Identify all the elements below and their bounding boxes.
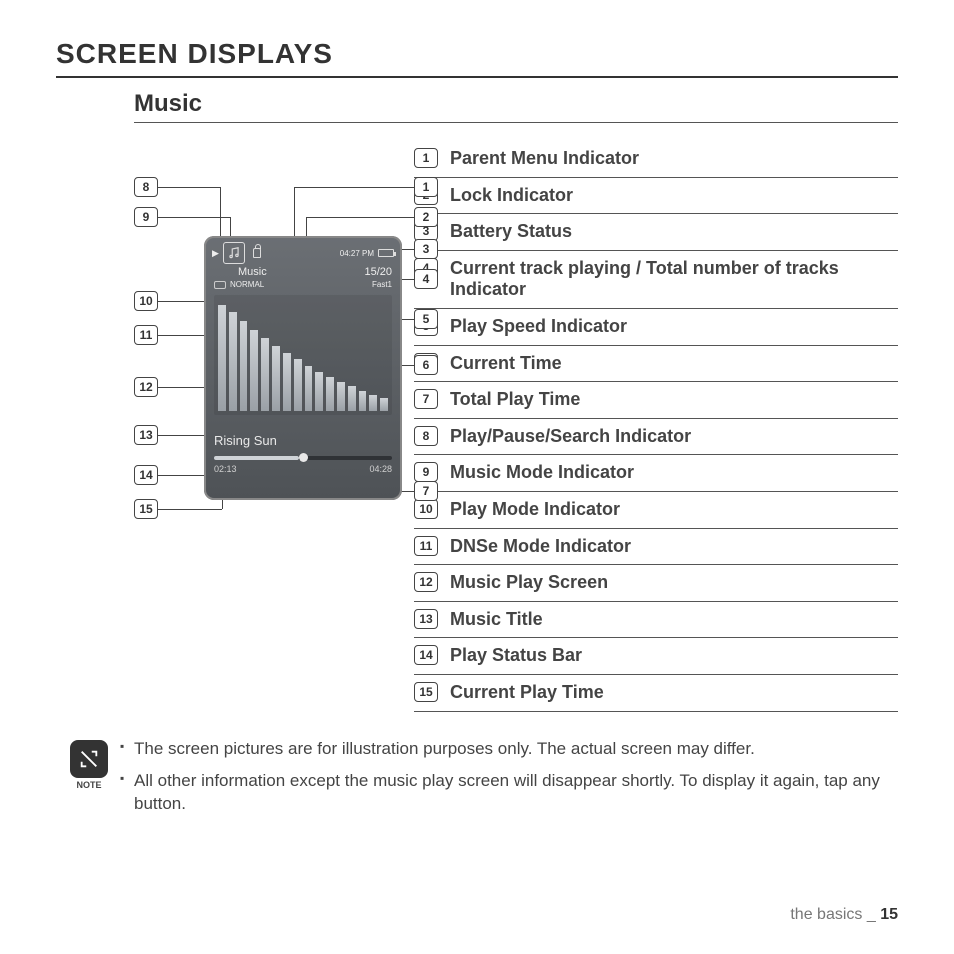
callout-3: 3 xyxy=(414,239,438,259)
callout-4: 4 xyxy=(414,269,438,289)
legend-row: 2Lock Indicator xyxy=(414,178,898,215)
device-mockup: ▶ 04:27 PM Music 15/20 NORMAL xyxy=(204,236,402,500)
content-row: 8 9 10 11 12 13 14 15 1 2 3 4 5 6 7 xyxy=(56,141,898,712)
device-section-label: Music xyxy=(238,266,267,278)
legend-text: Play Status Bar xyxy=(450,645,582,667)
callout-14: 14 xyxy=(134,465,158,485)
callout-6: 6 xyxy=(414,355,438,375)
legend-text: Current Play Time xyxy=(450,682,604,704)
device-elapsed-time: 02:13 xyxy=(214,464,237,474)
legend-row: 3Battery Status xyxy=(414,214,898,251)
music-note-icon xyxy=(223,242,245,264)
callout-11: 11 xyxy=(134,325,158,345)
legend-row: 7 Total Play Time xyxy=(414,382,898,419)
legend-row: 9 Music Mode Indicator xyxy=(414,455,898,492)
callout-12: 12 xyxy=(134,377,158,397)
footer-page-number: 15 xyxy=(880,906,898,923)
legend-list: 1Parent Menu Indicator2Lock Indicator3Ba… xyxy=(414,141,898,712)
note-label: NOTE xyxy=(70,780,108,790)
device-mode-text: NORMAL xyxy=(230,280,264,289)
section-sub-title: Music xyxy=(134,90,898,123)
play-indicator-icon: ▶ xyxy=(212,248,219,259)
note-text-list: The screen pictures are for illustration… xyxy=(120,738,898,827)
battery-icon xyxy=(378,249,394,257)
legend-row: 10 Play Mode Indicator xyxy=(414,492,898,529)
legend-text: Play/Pause/Search Indicator xyxy=(450,426,691,448)
note-icon xyxy=(70,740,108,778)
legend-text: Total Play Time xyxy=(450,389,580,411)
legend-number: 14 xyxy=(414,645,438,665)
callout-9: 9 xyxy=(134,207,158,227)
legend-number: 1 xyxy=(414,148,438,168)
callout-15: 15 xyxy=(134,499,158,519)
legend-text: Play Mode Indicator xyxy=(450,499,620,521)
legend-text: Music Play Screen xyxy=(450,572,608,594)
legend-row: 15 Current Play Time xyxy=(414,675,898,712)
legend-text: Parent Menu Indicator xyxy=(450,148,639,170)
legend-text: Music Mode Indicator xyxy=(450,462,634,484)
lock-icon xyxy=(253,248,261,258)
legend-number: 9 xyxy=(414,462,438,482)
legend-number: 12 xyxy=(414,572,438,592)
device-total-time: 04:28 xyxy=(369,464,392,474)
legend-row: 13 Music Title xyxy=(414,602,898,639)
page-title: SCREEN DISPLAYS xyxy=(56,38,898,78)
legend-number: 8 xyxy=(414,426,438,446)
device-equalizer xyxy=(214,295,392,415)
page-footer: the basics _ 15 xyxy=(790,906,898,924)
footer-section: the basics _ xyxy=(790,906,875,923)
legend-text: DNSe Mode Indicator xyxy=(450,536,631,558)
callout-13: 13 xyxy=(134,425,158,445)
legend-number: 11 xyxy=(414,536,438,556)
legend-row: 11 DNSe Mode Indicator xyxy=(414,529,898,566)
note-block: NOTE The screen pictures are for illustr… xyxy=(70,738,898,827)
legend-text: Current Time xyxy=(450,353,562,375)
legend-number: 13 xyxy=(414,609,438,629)
legend-text: Battery Status xyxy=(450,221,572,243)
repeat-icon xyxy=(214,281,226,289)
legend-row: 1 Parent Menu Indicator xyxy=(414,141,898,178)
legend-row: 12 Music Play Screen xyxy=(414,565,898,602)
legend-number: 15 xyxy=(414,682,438,702)
callout-1: 1 xyxy=(414,177,438,197)
legend-text: Lock Indicator xyxy=(450,185,573,207)
legend-text: Current track playing / Total number of … xyxy=(450,258,898,301)
legend-number: 7 xyxy=(414,389,438,409)
legend-text: Play Speed Indicator xyxy=(450,316,627,338)
device-clock: 04:27 PM xyxy=(340,249,374,258)
device-track-count: 15/20 xyxy=(364,266,392,278)
device-progress-bar xyxy=(214,456,392,460)
legend-row: 5 Play Speed Indicator xyxy=(414,309,898,346)
note-item: The screen pictures are for illustration… xyxy=(120,738,898,761)
callout-10: 10 xyxy=(134,291,158,311)
callout-7: 7 xyxy=(414,481,438,501)
callout-8: 8 xyxy=(134,177,158,197)
diagram-column: 8 9 10 11 12 13 14 15 1 2 3 4 5 6 7 xyxy=(56,141,396,561)
device-track-title: Rising Sun xyxy=(214,433,392,448)
note-item: All other information except the music p… xyxy=(120,770,898,816)
legend-number: 10 xyxy=(414,499,438,519)
device-speed: Fast1 xyxy=(372,280,392,289)
legend-text: Music Title xyxy=(450,609,543,631)
legend-row: 4 Current track playing / Total number of… xyxy=(414,251,898,309)
callout-5: 5 xyxy=(414,309,438,329)
callout-2: 2 xyxy=(414,207,438,227)
legend-row: 6 Current Time xyxy=(414,346,898,383)
legend-row: 14 Play Status Bar xyxy=(414,638,898,675)
legend-row: 8 Play/Pause/Search Indicator xyxy=(414,419,898,456)
